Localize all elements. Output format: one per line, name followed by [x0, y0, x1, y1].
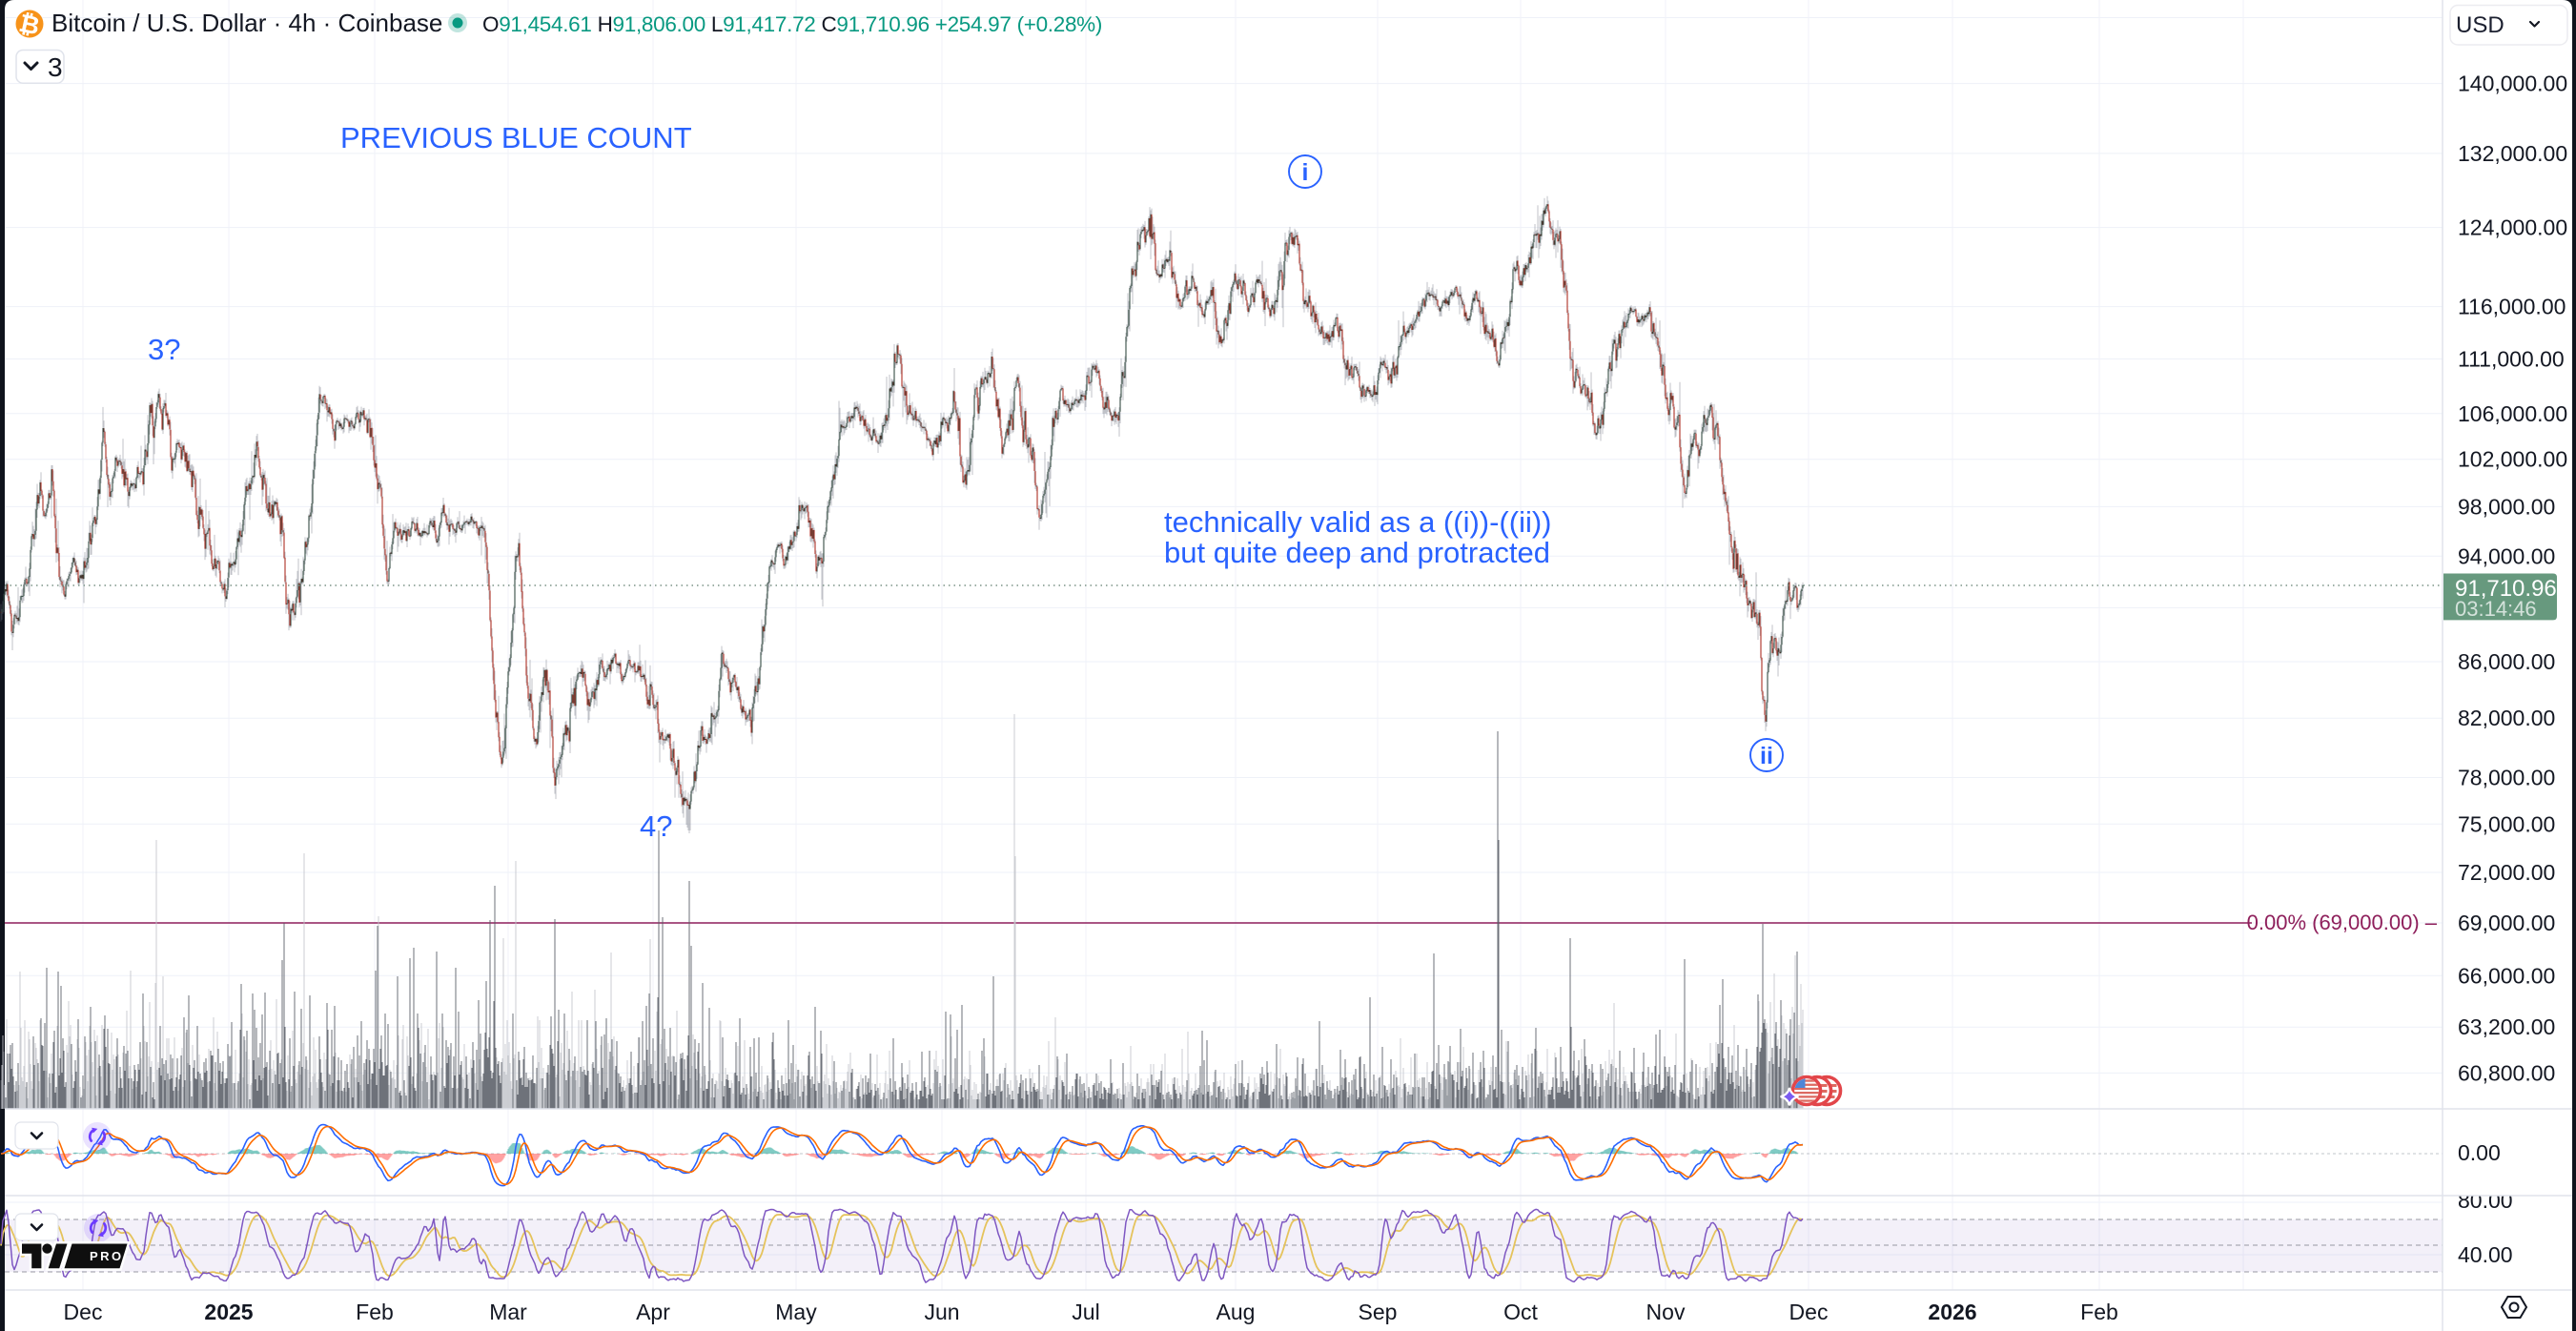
svg-text:technically valid as a ((i))-(: technically valid as a ((i))-((ii)) — [1164, 505, 1552, 539]
svg-text:0.00% (69,000.00) –: 0.00% (69,000.00) – — [2247, 911, 2438, 934]
svg-text:111,000.00: 111,000.00 — [2458, 347, 2565, 372]
svg-text:78,000.00: 78,000.00 — [2458, 766, 2555, 790]
svg-text:102,000.00: 102,000.00 — [2458, 447, 2567, 472]
svg-text:72,000.00: 72,000.00 — [2458, 860, 2555, 885]
svg-text:Mar: Mar — [489, 1300, 527, 1324]
svg-text:94,000.00: 94,000.00 — [2458, 543, 2555, 568]
svg-text:Apr: Apr — [636, 1300, 670, 1324]
svg-text:May: May — [775, 1300, 817, 1324]
svg-text:3: 3 — [48, 52, 63, 82]
svg-text:40.00: 40.00 — [2458, 1242, 2513, 1267]
svg-text:Sep: Sep — [1359, 1300, 1398, 1324]
svg-text:116,000.00: 116,000.00 — [2458, 295, 2566, 319]
svg-text:USD: USD — [2456, 12, 2504, 38]
svg-text:Nov: Nov — [1646, 1300, 1686, 1324]
svg-text:but quite deep and protracted: but quite deep and protracted — [1164, 536, 1550, 569]
svg-text:0.00: 0.00 — [2458, 1140, 2501, 1165]
svg-text:03:14:46: 03:14:46 — [2455, 597, 2537, 621]
svg-text:PRO: PRO — [90, 1249, 124, 1263]
svg-text:Dec: Dec — [64, 1300, 103, 1324]
svg-text:3?: 3? — [148, 333, 180, 366]
svg-text:124,000.00: 124,000.00 — [2458, 215, 2567, 240]
svg-text:Jul: Jul — [1072, 1300, 1099, 1324]
svg-text:140,000.00: 140,000.00 — [2458, 72, 2567, 96]
svg-text:Feb: Feb — [356, 1300, 394, 1324]
svg-text:69,000.00: 69,000.00 — [2458, 911, 2555, 935]
svg-text:Bitcoin / U.S. Dollar · 4h · C: Bitcoin / U.S. Dollar · 4h · Coinbase — [51, 9, 442, 37]
svg-text:4?: 4? — [640, 809, 672, 843]
svg-text:O91,454.61 H91,806.00 L91,417.: O91,454.61 H91,806.00 L91,417.72 C91,710… — [482, 12, 1102, 36]
svg-text:Aug: Aug — [1216, 1300, 1256, 1324]
svg-text:66,000.00: 66,000.00 — [2458, 963, 2555, 988]
svg-text:82,000.00: 82,000.00 — [2458, 706, 2555, 730]
svg-text:2026: 2026 — [1928, 1300, 1976, 1324]
svg-text:Oct: Oct — [1503, 1300, 1538, 1324]
svg-text:PREVIOUS BLUE COUNT: PREVIOUS BLUE COUNT — [340, 121, 692, 154]
svg-text:Jun: Jun — [924, 1300, 959, 1324]
svg-text:75,000.00: 75,000.00 — [2458, 811, 2555, 836]
svg-text:86,000.00: 86,000.00 — [2458, 649, 2555, 674]
svg-text:Dec: Dec — [1789, 1300, 1829, 1324]
svg-text:132,000.00: 132,000.00 — [2458, 141, 2567, 166]
svg-text:Feb: Feb — [2080, 1300, 2118, 1324]
svg-text:i: i — [1302, 159, 1309, 186]
svg-text:91,710.96: 91,710.96 — [2455, 576, 2557, 602]
svg-text:98,000.00: 98,000.00 — [2458, 494, 2555, 519]
svg-text:60,800.00: 60,800.00 — [2458, 1060, 2555, 1085]
svg-text:106,000.00: 106,000.00 — [2458, 401, 2567, 426]
svg-text:2025: 2025 — [204, 1300, 253, 1324]
svg-text:63,200.00: 63,200.00 — [2458, 1014, 2555, 1039]
svg-text:ii: ii — [1760, 743, 1773, 769]
